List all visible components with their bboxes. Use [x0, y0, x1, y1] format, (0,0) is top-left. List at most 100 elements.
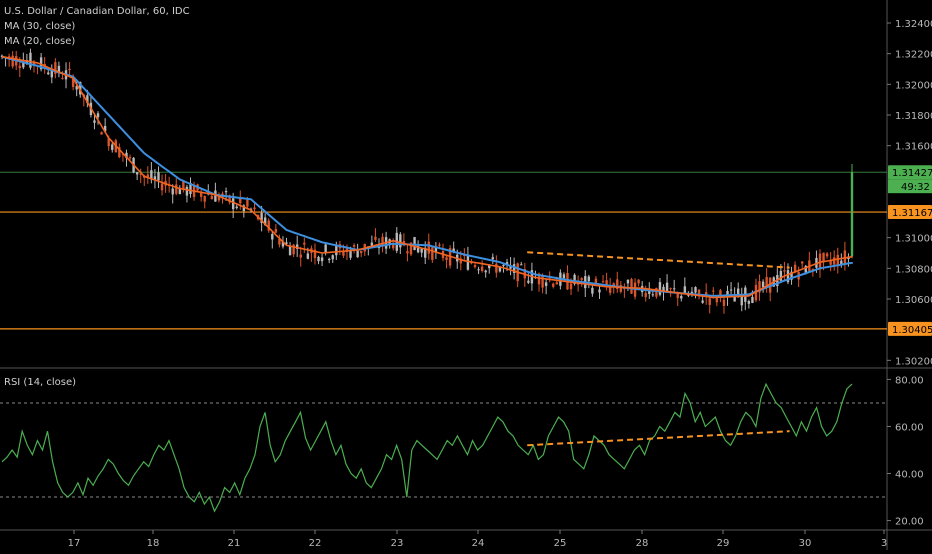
candle-body	[18, 65, 21, 69]
legend-rsi: RSI (14, close)	[4, 377, 77, 388]
candle-body	[278, 238, 281, 245]
candle-body	[356, 250, 359, 258]
candle-body	[790, 271, 793, 280]
candle-body	[317, 256, 320, 262]
candle-body	[722, 299, 726, 306]
candle-body	[50, 70, 53, 78]
time-tick-label: 25	[554, 538, 567, 549]
candle-body	[626, 279, 630, 284]
price-level-tag	[888, 205, 932, 220]
price-level-tag-text: 1.31427	[892, 168, 932, 179]
countdown-text: 49:32	[901, 182, 930, 193]
candle-body	[246, 200, 249, 207]
candle-body	[267, 220, 270, 231]
candle-body	[587, 276, 591, 282]
candle-body	[210, 195, 214, 200]
candle-body	[370, 242, 374, 248]
time-tick-label: 28	[636, 538, 649, 549]
candle-body	[562, 274, 566, 279]
candle-body	[605, 280, 608, 287]
price-level-tag-text: 1.30405	[892, 325, 932, 336]
candle-body	[416, 245, 420, 253]
candle-body	[111, 144, 114, 150]
candle-body	[473, 265, 477, 268]
candle-body	[740, 294, 743, 306]
candle-body	[11, 55, 14, 67]
ma30-line	[1, 55, 853, 297]
candle-body	[146, 174, 150, 178]
time-tick-label: 24	[472, 538, 485, 549]
candle-body	[285, 242, 288, 244]
price-tick-label: 1.31800	[895, 111, 932, 122]
candle-body	[153, 176, 157, 181]
candle-body	[541, 275, 544, 288]
candle-body	[420, 248, 423, 253]
candle-body	[295, 244, 299, 249]
candle-body	[736, 288, 740, 298]
candle-body	[47, 72, 50, 75]
candle-body	[0, 55, 4, 57]
candle-body	[488, 264, 491, 269]
candle-body	[157, 172, 160, 181]
candle-body	[352, 245, 356, 247]
candle-body	[445, 257, 448, 260]
price-tick-label: 1.32400	[895, 19, 932, 30]
price-trendline	[527, 251, 790, 269]
candle-body	[349, 250, 352, 258]
candle-body	[662, 286, 665, 292]
candle-body	[801, 261, 804, 264]
candle-body	[306, 253, 310, 259]
candle-body	[253, 207, 256, 210]
candle-body	[580, 278, 583, 280]
rsi-tick-label: 40.00	[895, 470, 924, 481]
time-tick-label: 22	[309, 538, 322, 549]
time-tick-label: 21	[228, 538, 241, 549]
candle-body	[712, 290, 715, 292]
candle-body	[509, 265, 512, 269]
candle-body	[150, 170, 153, 180]
candle-body	[669, 288, 672, 290]
candle-body	[438, 244, 441, 246]
candle-body	[409, 242, 413, 255]
rsi-line	[1, 382, 853, 513]
candle-body	[203, 196, 206, 202]
candle-body	[303, 242, 306, 245]
price-tick-label: 1.32200	[895, 50, 932, 61]
candle-body	[335, 245, 338, 256]
candle-body	[185, 186, 189, 196]
candle-body	[594, 278, 598, 285]
candle-body	[591, 287, 594, 294]
candle-body	[701, 300, 704, 303]
price-tick-label: 1.30200	[895, 356, 932, 367]
candle-body	[125, 152, 128, 159]
candle-body	[79, 81, 82, 95]
candle-body	[93, 120, 96, 123]
candle-body	[299, 254, 302, 258]
candle-body	[217, 195, 221, 201]
candle-body	[491, 257, 494, 260]
rsi-tick-label: 80.00	[895, 375, 924, 386]
candle-body	[569, 283, 573, 290]
candle-body	[779, 270, 783, 281]
candle-body	[118, 147, 121, 158]
candle-body	[765, 276, 768, 288]
candle-body	[139, 173, 142, 175]
candle-body	[466, 255, 470, 270]
candle-body	[651, 294, 655, 296]
candle-body	[758, 281, 761, 293]
time-tick-label: 3	[881, 538, 887, 549]
price-tick-label: 1.30600	[895, 295, 932, 306]
candle-body	[544, 282, 548, 286]
price-tick-label: 1.30800	[895, 264, 932, 275]
candle-body	[697, 289, 701, 294]
candle-body	[470, 262, 473, 264]
candle-body	[527, 280, 530, 283]
candle-body	[434, 247, 438, 252]
candle-body	[608, 285, 612, 293]
rsi-tick-label: 20.00	[895, 517, 924, 528]
candle-body	[644, 292, 647, 298]
candle-body	[616, 279, 619, 289]
candle-body	[178, 188, 182, 195]
